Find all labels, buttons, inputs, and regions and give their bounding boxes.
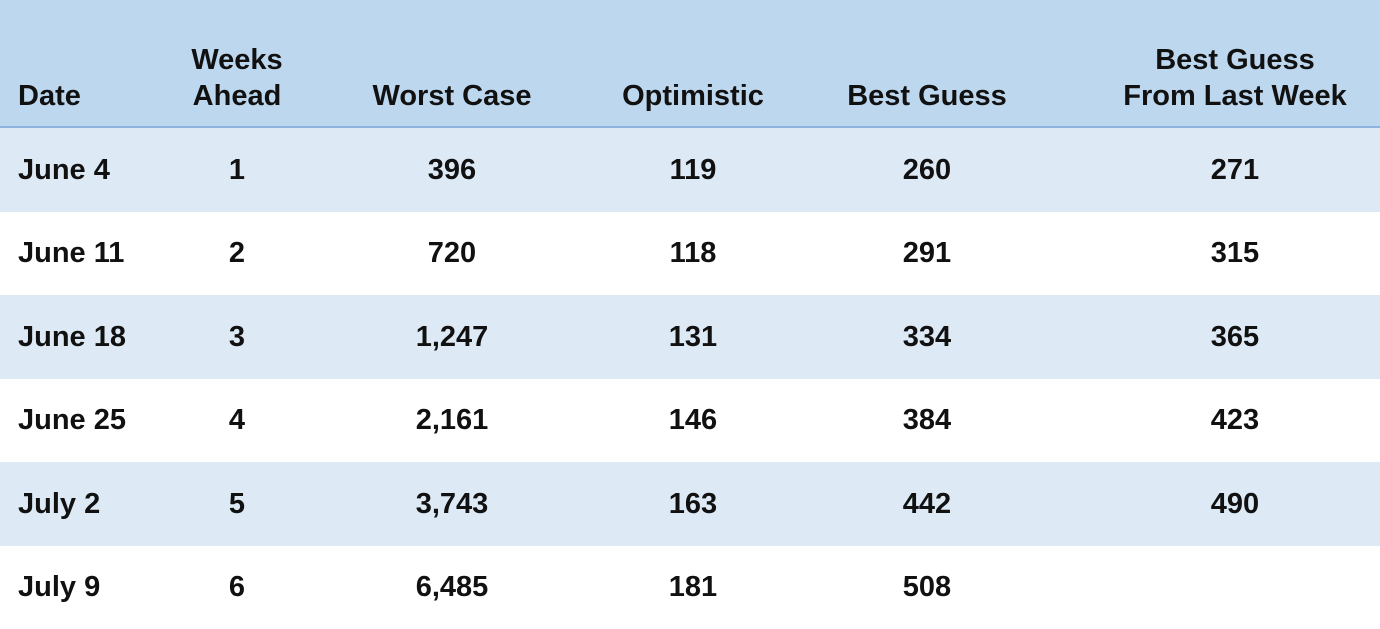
table-cell: 271 [1035, 152, 1380, 188]
table-cell: 423 [1035, 402, 1380, 438]
header-text: Weeks [37, 42, 437, 78]
table-cell: 365 [1035, 319, 1380, 355]
table-cell: 315 [1035, 235, 1380, 271]
table-cell: 508 [727, 569, 1127, 605]
table-cell: 490 [1035, 486, 1380, 522]
header-text: Best Guess [1035, 42, 1380, 78]
header-text: From Last Week [1035, 78, 1380, 114]
